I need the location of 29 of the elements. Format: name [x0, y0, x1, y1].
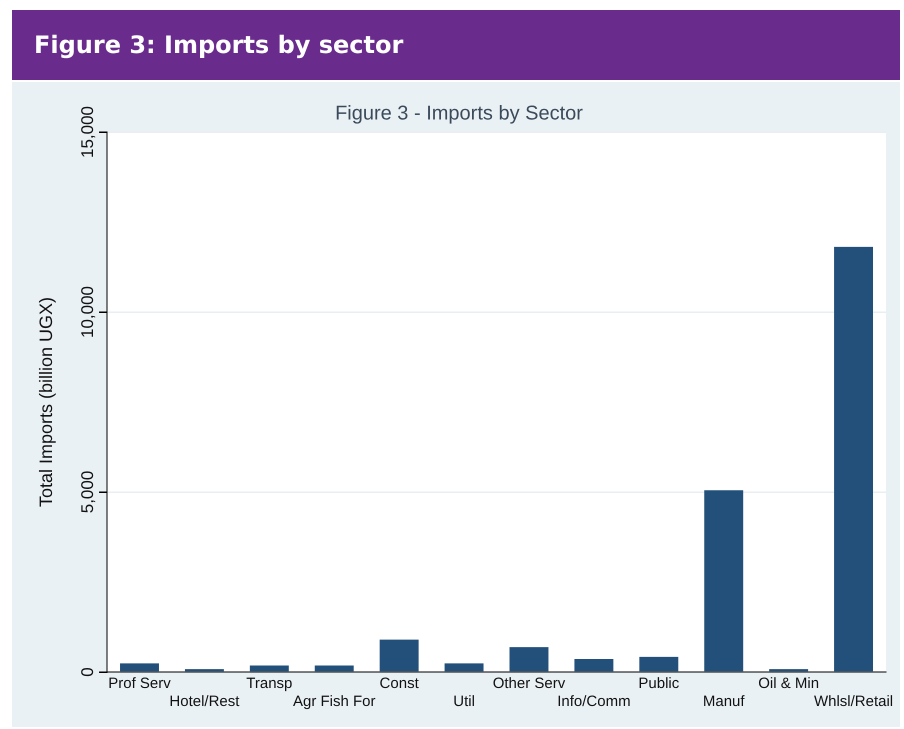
chart-title: Figure 3: Imports by sector — [12, 10, 900, 80]
y-tick-label: 0 — [78, 667, 98, 677]
x-tick-label: Manuf — [702, 693, 746, 710]
y-tick-label: 15,000 — [78, 106, 98, 158]
bar — [574, 659, 614, 672]
y-tick-label: 10,000 — [78, 286, 98, 338]
bar — [639, 656, 678, 672]
x-tick-label: Util — [453, 693, 475, 710]
bar — [250, 666, 289, 672]
x-tick-label: Agr Fish For — [292, 693, 376, 710]
x-tick-label: Info/Comm — [557, 693, 631, 710]
bar — [444, 663, 484, 672]
y-tick-label: 5,000 — [78, 470, 98, 514]
x-tick-label: Hotel/Rest — [169, 693, 240, 710]
x-tick-label: Public — [638, 675, 680, 692]
bar — [704, 490, 744, 672]
x-tick-label: Prof Serv — [108, 675, 172, 692]
x-tick-label: Const — [380, 675, 420, 692]
chart-subtitle: Figure 3 - Imports by Sector — [335, 102, 584, 125]
bar — [510, 647, 548, 672]
bar — [314, 666, 354, 672]
y-axis-title: Total Imports (billion UGX) — [36, 296, 56, 508]
bar — [120, 663, 159, 672]
bar — [380, 640, 419, 672]
x-tick-label: Transp — [246, 675, 292, 692]
x-tick-label: Whlsl/Retail — [814, 693, 894, 710]
bar — [834, 246, 874, 672]
x-tick-label: Other Serv — [492, 675, 566, 692]
x-tick-label: Oil & Min — [758, 675, 820, 692]
